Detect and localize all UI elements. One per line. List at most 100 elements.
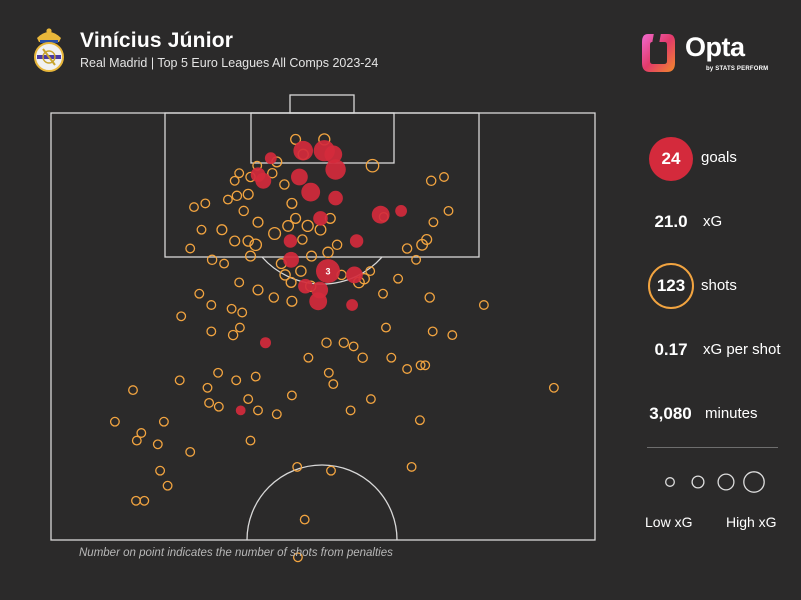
opta-subtitle: by STATS PERFORM (706, 66, 769, 72)
shot-point (185, 446, 196, 457)
opta-logo-icon (642, 33, 675, 72)
shot-point (299, 514, 310, 525)
shot-point (303, 352, 314, 363)
goals-badge: 24 (649, 137, 693, 181)
shot-point (290, 133, 302, 145)
shot-point (245, 435, 256, 446)
shot-point (321, 337, 332, 348)
shot-point (279, 269, 291, 281)
shot-point (357, 352, 368, 363)
shot-point (226, 303, 237, 314)
shot-point (478, 300, 489, 310)
shot-point (326, 465, 336, 476)
shot-point (216, 224, 228, 236)
shot-point (131, 435, 142, 446)
shot-point (416, 238, 429, 251)
legend-xg-circle (717, 473, 735, 491)
shot-point (443, 205, 454, 216)
goal-point (395, 205, 407, 217)
shot-point (285, 276, 297, 288)
shot-point (420, 360, 431, 371)
shot-point (162, 480, 173, 491)
shot-point (213, 401, 224, 412)
shot-point (314, 223, 327, 236)
shot-point (234, 322, 245, 333)
shot-point (196, 224, 207, 235)
shot-point (328, 379, 339, 390)
goal-point (346, 266, 363, 284)
shot-point (386, 352, 397, 363)
shot-point (194, 288, 205, 299)
shot-point (206, 326, 217, 337)
goal-point (260, 337, 271, 349)
shot-point (243, 394, 254, 405)
shot-point (136, 428, 147, 438)
shot-point (227, 329, 239, 341)
goal-point (293, 140, 314, 161)
goal-point (325, 159, 346, 180)
shot-point (176, 311, 187, 322)
shot-point (109, 416, 120, 427)
stats-divider (647, 447, 778, 448)
shot-point (252, 216, 264, 228)
penalty-count-label: 3 (325, 267, 330, 277)
shot-point (268, 292, 280, 303)
goal-point (349, 234, 364, 248)
shot-point (345, 405, 356, 416)
shot-point (242, 235, 254, 247)
shot-point (424, 292, 435, 303)
shot-point (237, 307, 248, 318)
shot-point (414, 415, 425, 426)
goal-point (346, 299, 358, 311)
shot-map: 3 (50, 94, 596, 563)
xg-per-shot-label: xG per shot (703, 341, 781, 358)
shot-point (267, 167, 278, 179)
shot-point (406, 461, 417, 472)
shot-point (301, 219, 314, 233)
goal-point (324, 145, 343, 164)
shot-point (393, 273, 404, 284)
shot-point (249, 238, 263, 252)
shot-point (229, 235, 241, 247)
goal-point (255, 172, 272, 189)
shot-point (292, 461, 303, 472)
shot-point (131, 495, 141, 506)
shot-point (411, 254, 422, 265)
shot-point (279, 179, 290, 190)
legend-xg-circle (665, 477, 675, 487)
footnote: Number on point indicates the number of … (79, 547, 393, 559)
xg-per-shot-value: 0.17 (654, 340, 688, 359)
shot-point (139, 495, 150, 506)
shot-point (128, 385, 138, 396)
shot-point (271, 409, 282, 420)
shot-point (286, 197, 298, 209)
goal-point (371, 205, 390, 224)
shot-point (229, 175, 240, 186)
shot-point (348, 341, 359, 352)
shot-point (290, 212, 302, 224)
shot-point (204, 397, 215, 408)
shot-point (323, 367, 334, 378)
shot-point (238, 205, 249, 217)
shot-point (286, 295, 298, 307)
goal-point (264, 152, 277, 165)
shot-point (292, 552, 303, 563)
shot-point (365, 158, 380, 173)
shot-point (231, 190, 243, 202)
shot-point (155, 465, 166, 476)
goal-point (235, 405, 246, 416)
pitch-outline (50, 112, 596, 541)
shot-point (427, 326, 438, 337)
shot-point (219, 258, 230, 269)
goal (289, 94, 355, 114)
shot-point (402, 364, 413, 374)
goal-point (298, 278, 313, 294)
penalty-goal-point (316, 259, 340, 284)
shot-point (253, 405, 263, 416)
legend-low-label: Low xG (645, 514, 693, 530)
subtitle: Real Madrid | Top 5 Euro Leagues All Com… (80, 56, 379, 70)
goal-point (328, 190, 343, 206)
goals-layer: 3 (235, 140, 407, 416)
shot-point (252, 284, 264, 296)
shot-point (213, 367, 224, 378)
